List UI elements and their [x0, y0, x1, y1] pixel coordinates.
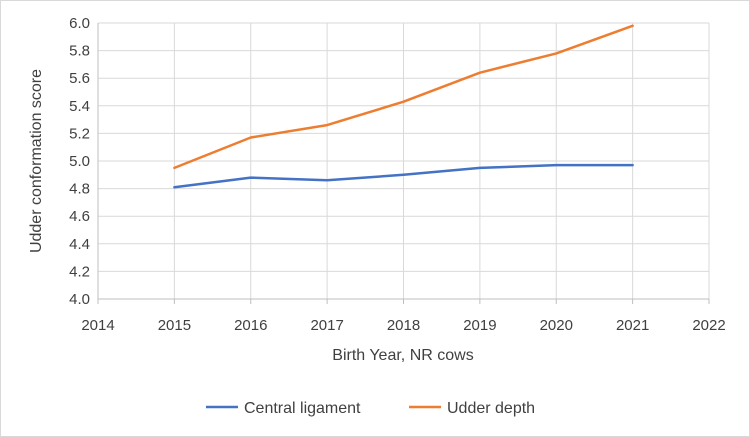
y-tick-label: 5.6: [69, 70, 90, 87]
series-line-udder-depth: [173, 24, 634, 170]
x-tick-label: 2015: [158, 317, 191, 334]
x-tick-label: 2018: [387, 317, 420, 334]
x-axis-title: Birth Year, NR cows: [332, 347, 473, 364]
x-tick-label: 2019: [463, 317, 496, 334]
y-tick-label: 4.2: [69, 263, 90, 280]
y-tick-label: 5.4: [69, 98, 90, 115]
gridlines: [98, 22, 710, 299]
x-tick-label: 2020: [540, 317, 573, 334]
x-tick-label: 2016: [234, 317, 267, 334]
y-tick-label: 4.4: [69, 236, 90, 253]
y-axis-title: Udder conformation score: [28, 69, 45, 253]
y-tick-label: 5.0: [69, 153, 90, 170]
legend-label-udder-depth: Udder depth: [447, 400, 535, 417]
y-tick-label: 5.8: [69, 43, 90, 60]
axes: [97, 23, 710, 304]
y-tick-label: 6.0: [69, 15, 90, 32]
y-tick-label: 4.6: [69, 208, 90, 225]
y-tick-label: 5.2: [69, 125, 90, 142]
x-tick-label: 2014: [81, 317, 114, 334]
legend-label-central-ligament: Central ligament: [244, 400, 361, 417]
series-line-central-ligament: [173, 163, 634, 189]
x-tick-label: 2017: [310, 317, 343, 334]
tick-labels: 4.0 4.2 4.4 4.6 4.8 5.0 5.2 5.4 5.6 5.8 6.0 2014 201…: [69, 15, 726, 334]
y-tick-label: 4.0: [69, 291, 90, 308]
series-lines: [173, 24, 634, 189]
x-tick-label: 2021: [616, 317, 649, 334]
x-tick-label: 2022: [692, 317, 725, 334]
legend: Central ligament Udder depth: [206, 400, 535, 417]
y-tick-label: 4.8: [69, 181, 90, 198]
